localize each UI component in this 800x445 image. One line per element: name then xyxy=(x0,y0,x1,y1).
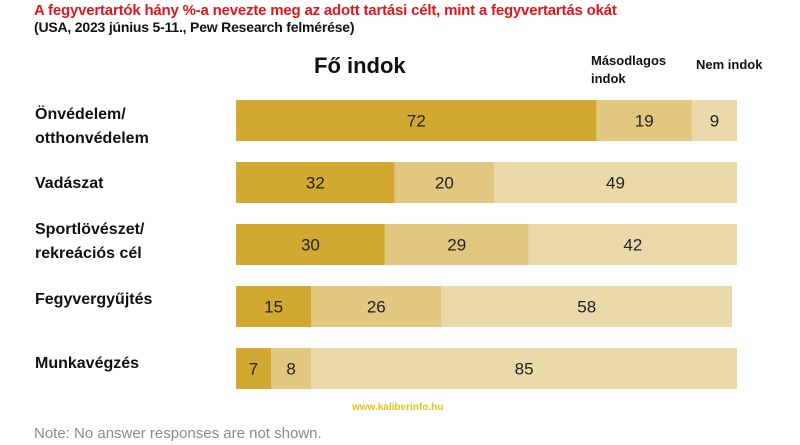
data-label: 9 xyxy=(710,112,719,131)
bar-segment-secondary xyxy=(271,348,312,389)
data-label: 42 xyxy=(623,236,642,255)
data-label: 19 xyxy=(635,112,654,131)
bar-segment-main xyxy=(236,286,312,327)
data-label: 49 xyxy=(606,174,625,193)
bar-segment-none xyxy=(311,348,737,389)
bar-segment-none xyxy=(493,162,737,203)
bar-row: 30 29 42 xyxy=(236,224,737,265)
bar-segment-main xyxy=(236,348,272,389)
category-label-line: Sportlövészet/ xyxy=(35,221,145,238)
bar-segment-secondary xyxy=(596,100,692,141)
bar-segment-secondary xyxy=(384,224,529,265)
data-label: 26 xyxy=(367,298,386,317)
category-label: Vadászat xyxy=(35,172,225,196)
column-header-secondary-reason: Másodlagos indok xyxy=(591,52,681,88)
category-label: Fegyvergyűjtés xyxy=(35,288,225,312)
data-label: 29 xyxy=(447,236,466,255)
data-label: 32 xyxy=(306,174,325,193)
column-header-not-a-reason: Nem indok xyxy=(696,57,763,72)
data-label: 8 xyxy=(286,360,295,379)
bar-row: 72 19 9 xyxy=(236,100,737,141)
bar-row: 15 26 58 xyxy=(236,286,732,327)
bar-segment-none xyxy=(441,286,732,327)
data-label: 58 xyxy=(577,298,596,317)
bar-segment-main xyxy=(236,100,597,141)
data-label: 7 xyxy=(249,360,258,379)
column-header-secondary-line2: indok xyxy=(591,71,626,86)
category-label-line: otthonvédelem xyxy=(35,130,149,147)
bar-segment-none xyxy=(528,224,737,265)
data-label: 15 xyxy=(264,298,283,317)
data-label: 72 xyxy=(407,112,426,131)
bar-segment-none xyxy=(691,100,737,141)
bar-row: 7 8 85 xyxy=(236,348,737,389)
category-label: Munkavégzés xyxy=(35,352,225,376)
data-label: 30 xyxy=(301,236,320,255)
chart-title: A fegyvertartók hány %-a nevezte meg az … xyxy=(34,2,617,19)
watermark: www.kaliberinfo.hu xyxy=(352,402,444,413)
category-label-line: Vadászat xyxy=(35,175,104,192)
category-label-line: Munkavégzés xyxy=(35,355,140,372)
column-header-secondary-line1: Másodlagos xyxy=(591,53,667,68)
chart-note: Note: No answer responses are not shown. xyxy=(34,425,322,442)
category-label: Sportlövészet/rekreációs cél xyxy=(35,218,225,266)
data-label: 20 xyxy=(435,174,454,193)
chart-subtitle: (USA, 2023 június 5-11., Pew Research fe… xyxy=(34,19,355,35)
category-label-line: Fegyvergyűjtés xyxy=(35,291,153,308)
bar-segment-secondary xyxy=(311,286,442,327)
bar-segment-main xyxy=(236,224,385,265)
bar-row: 32 20 49 xyxy=(236,162,737,203)
category-label: Önvédelem/otthonvédelem xyxy=(35,103,225,151)
bar-segment-secondary xyxy=(394,162,494,203)
category-label-line: Önvédelem/ xyxy=(35,106,126,123)
bar-segment-main xyxy=(236,162,395,203)
category-label-line: rekreációs cél xyxy=(35,245,142,262)
column-header-main-reason: Fő indok xyxy=(314,53,406,78)
data-label: 85 xyxy=(515,360,534,379)
